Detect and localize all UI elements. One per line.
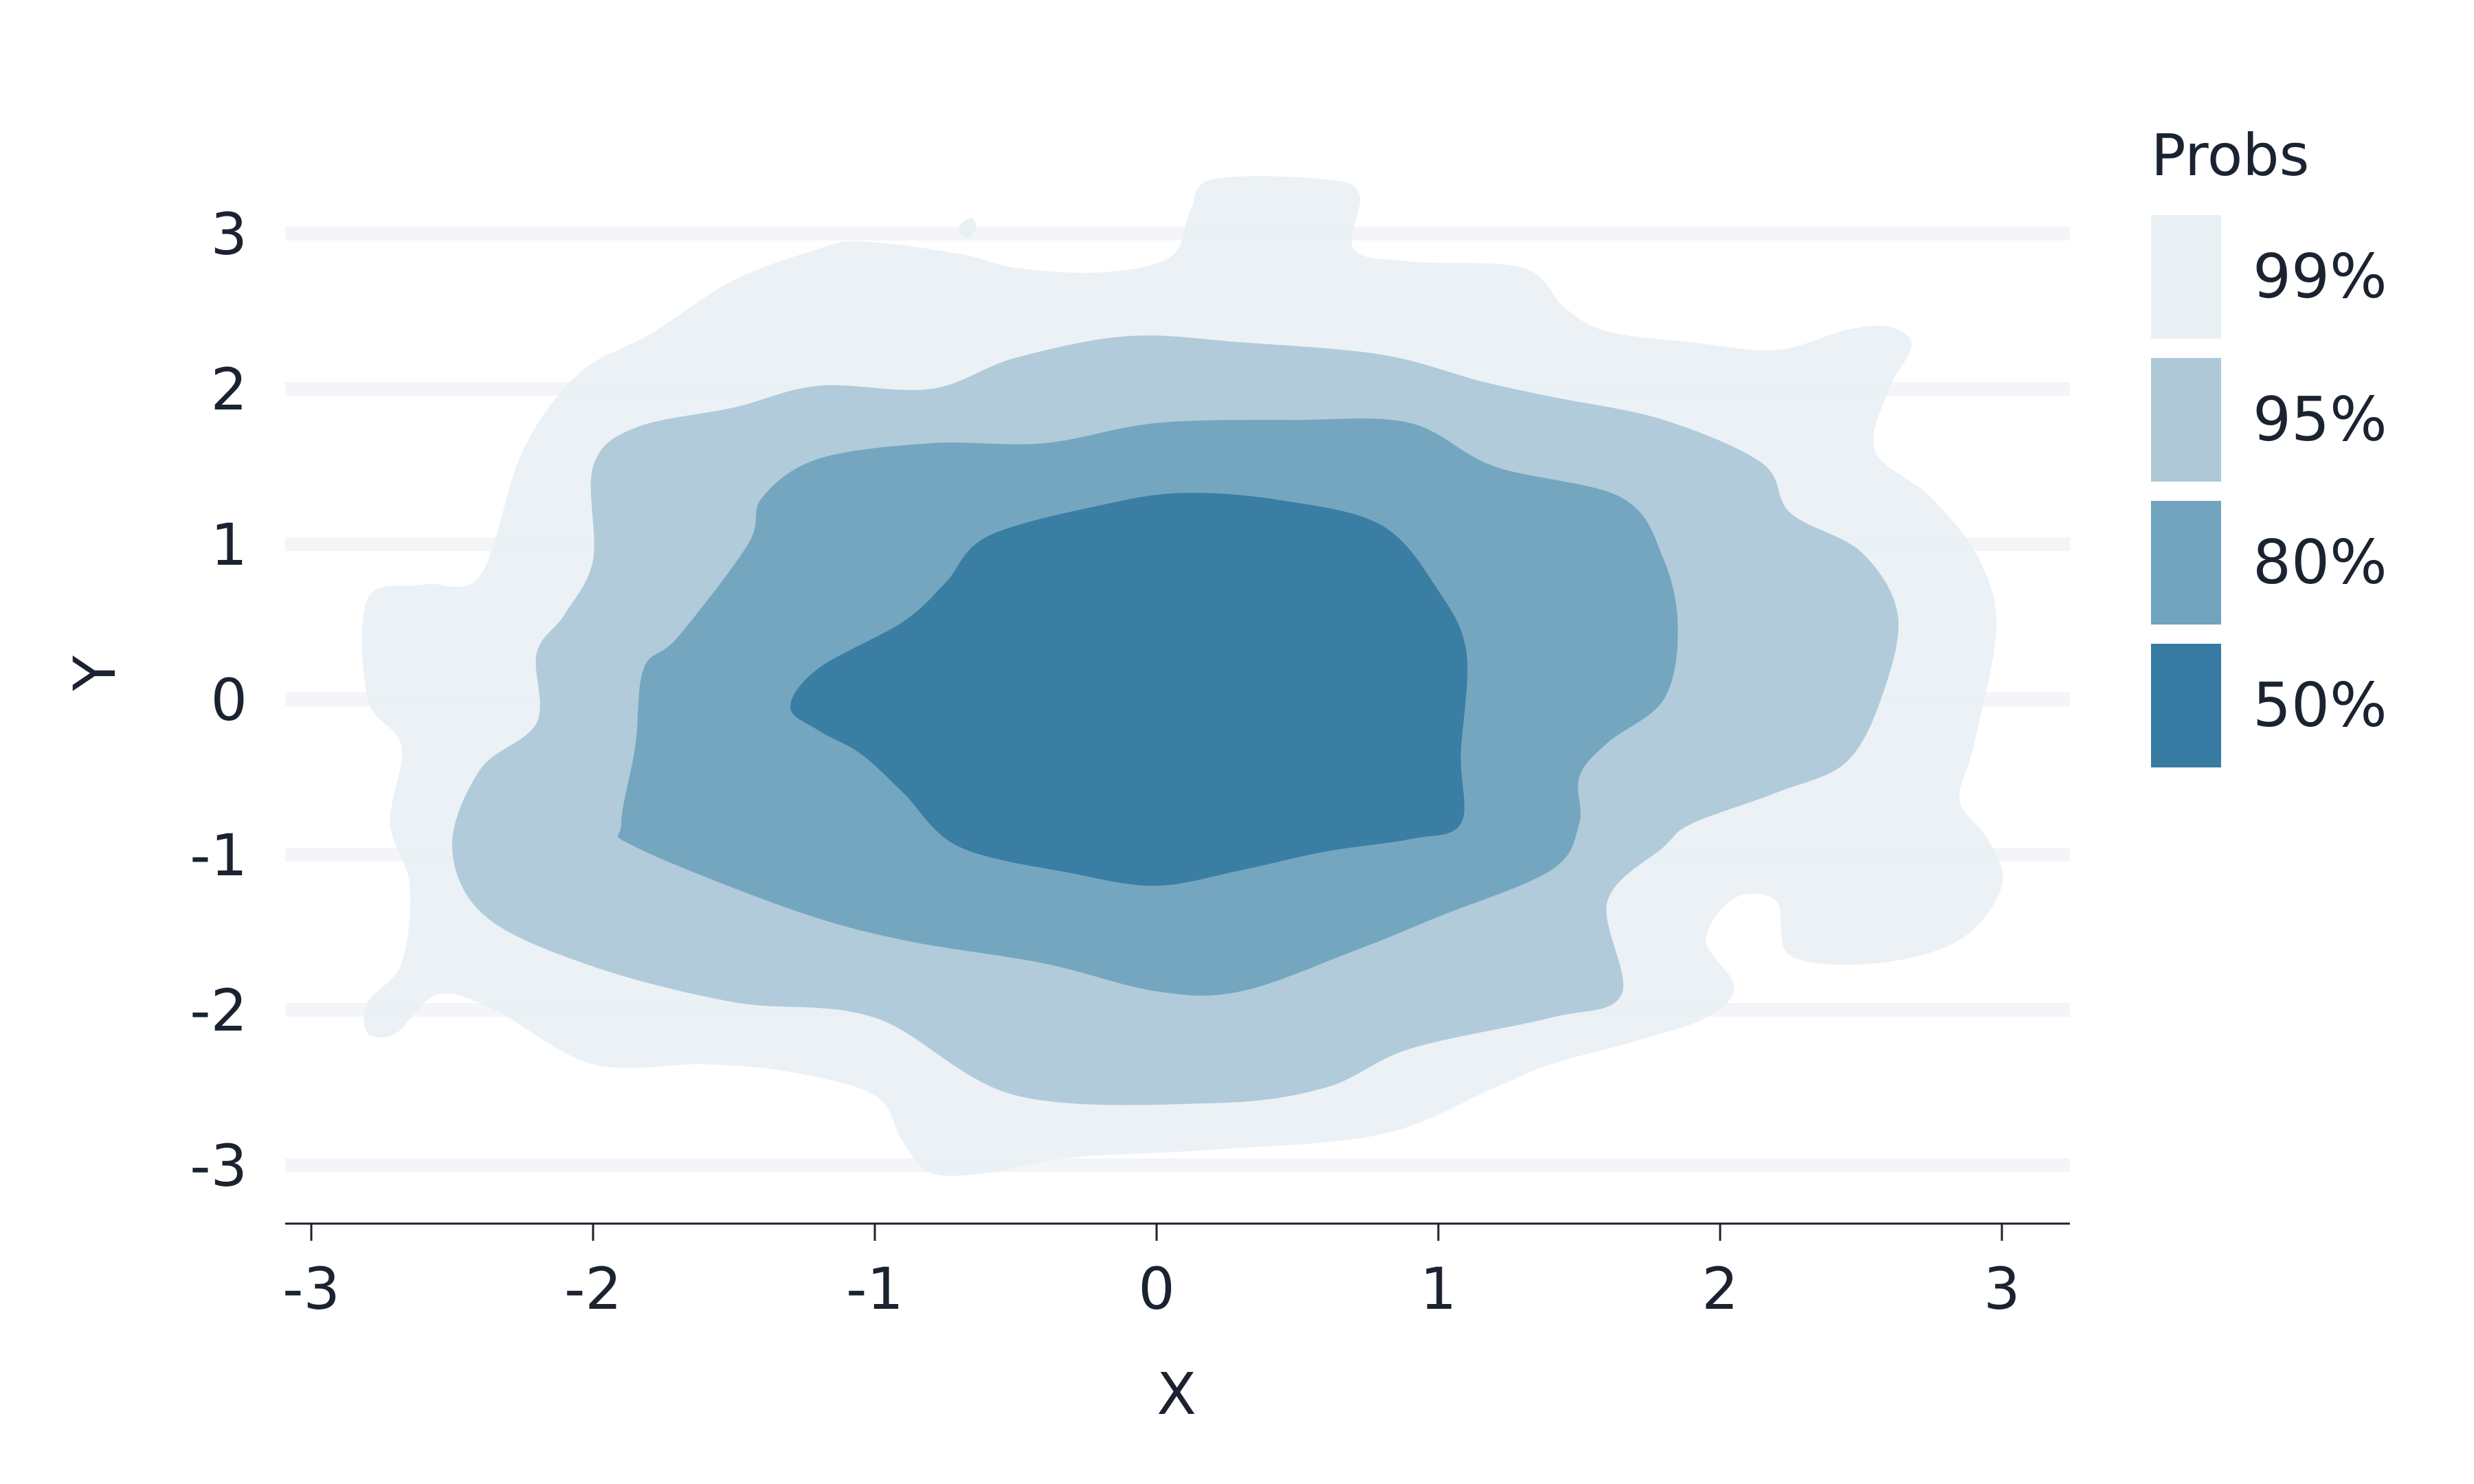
y-gridline	[285, 227, 2070, 240]
x-tick-label: -3	[282, 1255, 340, 1323]
y-tick-label: 1	[211, 511, 247, 578]
x-tick-label: 2	[1702, 1255, 1738, 1323]
x-tick-label: 1	[1420, 1255, 1456, 1323]
legend-swatch	[2151, 501, 2221, 625]
contour-region	[790, 493, 1468, 886]
y-tick-label: 3	[211, 201, 247, 268]
x-tick-label: -1	[846, 1255, 904, 1323]
y-tick-label: 2	[211, 356, 247, 423]
y-tick-label: -3	[190, 1132, 247, 1200]
contour-regions	[361, 176, 2003, 1176]
y-tick-label: -1	[190, 822, 247, 889]
y-tick-label: -2	[190, 977, 247, 1044]
x-axis-title: X	[1157, 1360, 1196, 1428]
y-gridline	[285, 1158, 2070, 1172]
legend-swatch	[2151, 215, 2221, 339]
x-tick-label: -2	[564, 1255, 622, 1323]
legend-swatch	[2151, 644, 2221, 767]
axes: -3 -2 -1 0 1 2 3 -3 -2 -1 0 1 2 3	[190, 201, 2070, 1323]
legend: Probs 99% 95% 80% 50%	[2151, 122, 2387, 767]
y-axis-title: Y	[61, 655, 129, 692]
legend-label: 80%	[2253, 527, 2387, 598]
contour-region	[959, 218, 977, 238]
legend-label: 50%	[2253, 670, 2387, 741]
legend-label: 95%	[2253, 384, 2387, 455]
x-tick-label: 3	[1983, 1255, 2020, 1323]
y-tick-label: 0	[211, 666, 247, 734]
x-tick-label: 0	[1138, 1255, 1174, 1323]
legend-title: Probs	[2151, 122, 2309, 189]
legend-swatch	[2151, 358, 2221, 482]
legend-label: 99%	[2253, 241, 2387, 312]
